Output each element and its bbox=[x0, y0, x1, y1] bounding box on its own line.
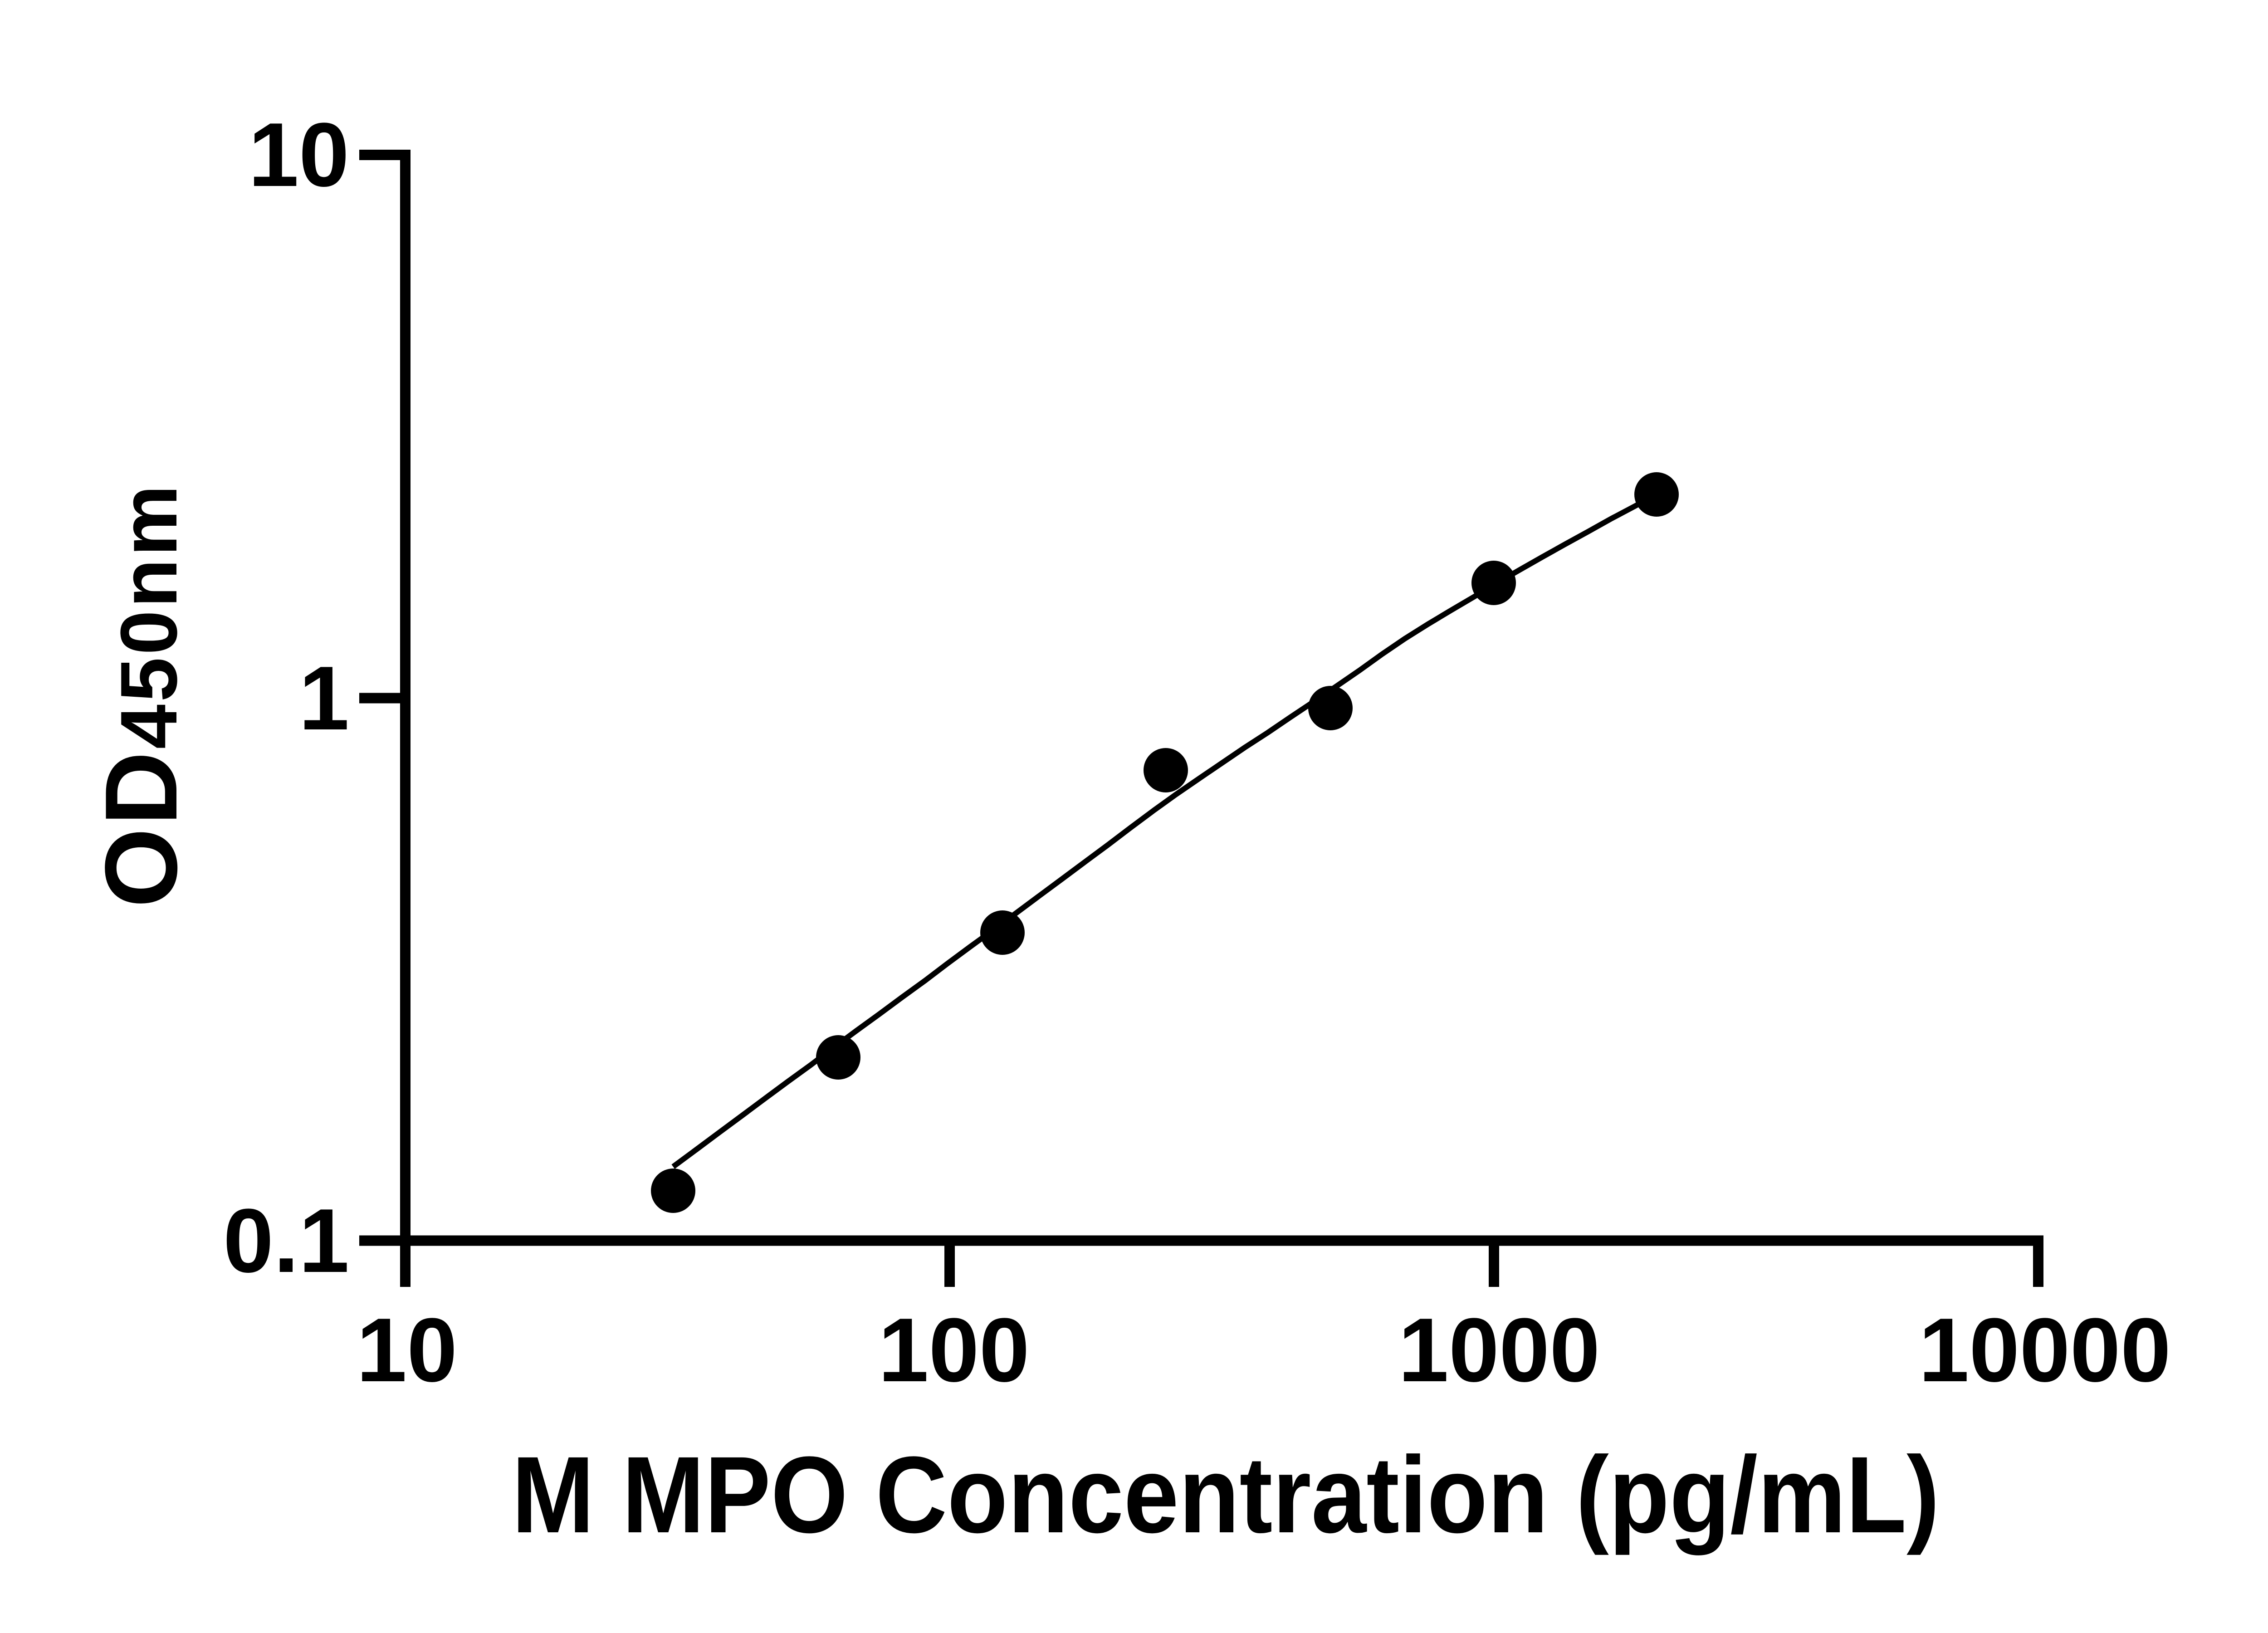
svg-text:1: 1 bbox=[299, 648, 349, 749]
svg-text:1000: 1000 bbox=[1398, 1300, 1600, 1401]
svg-text:OD450nm: OD450nm bbox=[83, 485, 198, 908]
svg-text:100: 100 bbox=[878, 1300, 1030, 1401]
svg-text:M MPO Concentration (pg/mL): M MPO Concentration (pg/mL) bbox=[512, 1434, 1940, 1555]
svg-text:10000: 10000 bbox=[1919, 1300, 2171, 1401]
svg-text:10: 10 bbox=[249, 104, 349, 205]
svg-text:10: 10 bbox=[357, 1300, 457, 1401]
svg-text:0.1: 0.1 bbox=[223, 1190, 349, 1291]
